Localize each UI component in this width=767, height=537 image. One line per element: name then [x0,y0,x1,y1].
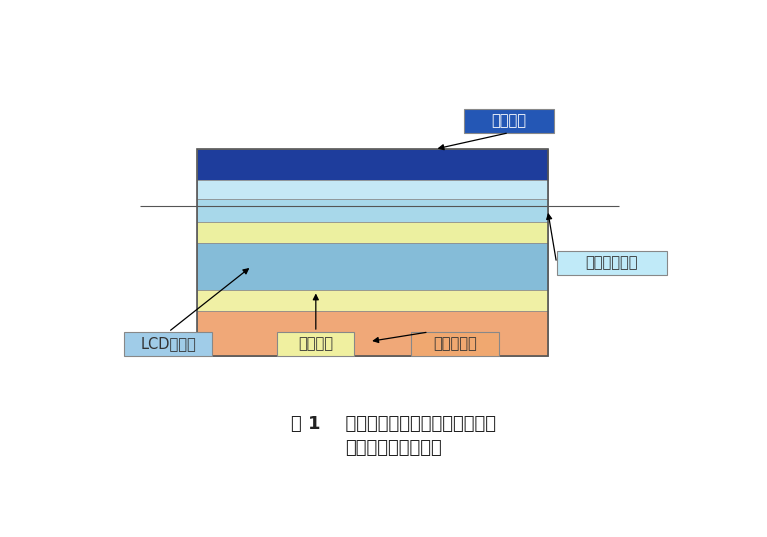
Bar [197,180,548,199]
Bar [197,290,548,311]
Text: 低反射层: 低反射层 [492,113,526,128]
Text: LCD液晶屏: LCD液晶屏 [140,337,196,351]
Text: 邦定胶层: 邦定胶层 [298,337,334,351]
Text: 电加热玻璃: 电加热玻璃 [433,337,477,351]
Bar [197,243,548,290]
Bar [197,199,548,222]
Text: 夹网屏蔽玻璃: 夹网屏蔽玻璃 [585,256,638,271]
Bar [197,311,548,356]
Text: 图 1    采用邦定、电加热和屏蔽技术的: 图 1 采用邦定、电加热和屏蔽技术的 [291,415,495,433]
Bar [197,149,548,180]
Bar [465,108,554,133]
Bar [124,332,212,356]
Bar [411,332,499,356]
Text: 屏蔽视窗结构示意图: 屏蔽视窗结构示意图 [344,439,442,457]
Bar [197,222,548,243]
Bar [557,250,667,275]
Bar [197,149,548,356]
Bar [277,332,354,356]
